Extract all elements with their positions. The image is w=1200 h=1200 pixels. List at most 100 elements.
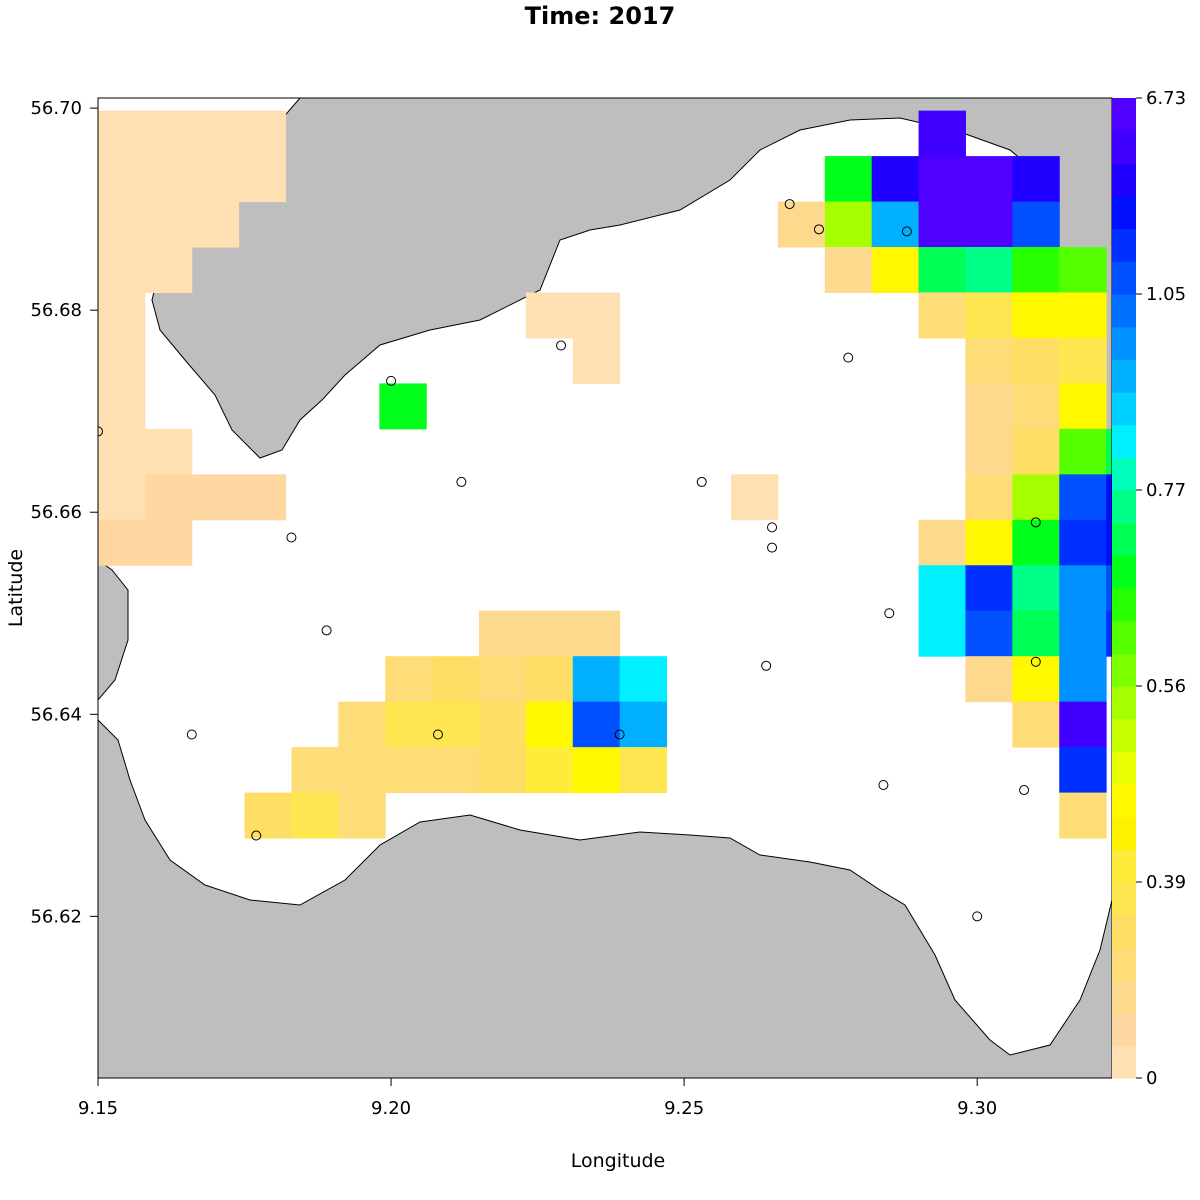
colorbar-swatch [1112, 653, 1136, 687]
grid-cell [1012, 519, 1060, 566]
grid-cell [1012, 337, 1060, 384]
grid-cell [1059, 292, 1107, 339]
x-tick-label: 9.25 [664, 1098, 704, 1119]
grid-cell [478, 701, 527, 748]
grid-cell [191, 110, 240, 157]
grid-cell [965, 428, 1013, 475]
grid-cell [1059, 383, 1107, 430]
grid-cell [1106, 519, 1112, 566]
station-marker [1030, 656, 1041, 667]
colorbar-swatch [1112, 555, 1136, 589]
colorbar-swatch [1112, 228, 1136, 262]
grid-cell [478, 610, 527, 657]
grid-cell [1059, 247, 1107, 293]
grid-cell [965, 565, 1013, 612]
colorbar-label: 0.77 [1146, 480, 1186, 501]
grid-cell [144, 110, 193, 157]
grid-cell [965, 656, 1013, 703]
colorbar-swatch [1112, 1045, 1136, 1079]
station-marker [321, 625, 332, 636]
grid-cell [824, 201, 873, 248]
station-marker [878, 780, 889, 791]
grid-cell [98, 201, 146, 248]
grid-cell [238, 110, 287, 157]
station-marker [884, 608, 895, 619]
colorbar-swatch [1112, 686, 1136, 720]
grid-cell [291, 747, 339, 794]
colorbar-swatch [1112, 947, 1136, 981]
station-marker [186, 729, 197, 740]
grid-cell [385, 656, 433, 703]
grid-cell [777, 201, 826, 248]
grid-cell [1059, 701, 1107, 748]
grid-cell [98, 156, 146, 203]
grid-cell [98, 337, 146, 384]
grid-cell [98, 110, 146, 157]
grid-cell [98, 519, 146, 566]
chart-title: Time: 2017 [524, 2, 676, 30]
x-tick-label: 9.30 [957, 1098, 997, 1119]
grid-cell [1059, 474, 1107, 521]
grid-cell [144, 428, 193, 475]
colorbar-swatch [1112, 751, 1136, 785]
grid-cell [572, 610, 621, 657]
grid-cell [1012, 701, 1060, 748]
grid-cell [98, 247, 146, 293]
grid-cell [918, 565, 966, 612]
grid-cell [1106, 474, 1112, 521]
colorbar-swatch [1112, 588, 1136, 622]
land-west [98, 559, 129, 701]
grid-cell [572, 701, 621, 748]
colorbar-swatch [1112, 490, 1136, 524]
grid-cell [965, 383, 1013, 430]
colorbar-label: 6.73 [1146, 88, 1186, 109]
grid-cell [918, 247, 966, 293]
colorbar-swatch [1112, 424, 1136, 458]
grid-cell [379, 383, 427, 430]
station-marker [456, 476, 467, 487]
grid-cell [238, 156, 287, 203]
grid-cell [525, 701, 574, 748]
grid-cell [918, 610, 966, 657]
grid-cell [1059, 792, 1107, 839]
grid-cell [1012, 383, 1060, 430]
grid-cell [432, 701, 480, 748]
grid-cell [619, 656, 668, 703]
grid-cell [619, 747, 668, 794]
grid-cell [572, 656, 621, 703]
colorbar-swatch [1112, 816, 1136, 850]
station-marker [767, 542, 778, 553]
x-axis-label: Longitude [570, 1150, 666, 1172]
grid-cell [918, 201, 966, 248]
grid-cell [385, 747, 433, 794]
grid-cell [572, 337, 621, 384]
grid-cell [144, 519, 193, 566]
grid-cell [918, 156, 966, 203]
grid-cell [478, 747, 527, 794]
station-marker [286, 532, 297, 543]
grid-cell [144, 201, 193, 248]
station-marker [767, 522, 778, 533]
grid-cell [291, 792, 339, 839]
grid-cell [619, 701, 668, 748]
colorbar-swatch [1112, 1012, 1136, 1046]
grid-cell [144, 247, 193, 293]
grid-cell [1059, 519, 1107, 566]
grid-cell [144, 474, 193, 521]
grid-cell [1059, 337, 1107, 384]
grid-cell [1059, 656, 1107, 703]
station-marker [556, 340, 567, 351]
x-tick-label: 9.20 [371, 1098, 411, 1119]
grid-cell [572, 292, 621, 339]
grid-cell [385, 701, 433, 748]
grid-cell [191, 201, 240, 248]
y-tick-label: 56.64 [30, 704, 82, 725]
colorbar-swatch [1112, 196, 1136, 230]
grid-cell [525, 292, 574, 339]
grid-cell [432, 656, 480, 703]
grid-cell [1106, 428, 1112, 475]
colorbar-swatch [1112, 392, 1136, 426]
land-south [98, 719, 1112, 1078]
grid-cell [965, 337, 1013, 384]
station-marker [1019, 785, 1030, 796]
